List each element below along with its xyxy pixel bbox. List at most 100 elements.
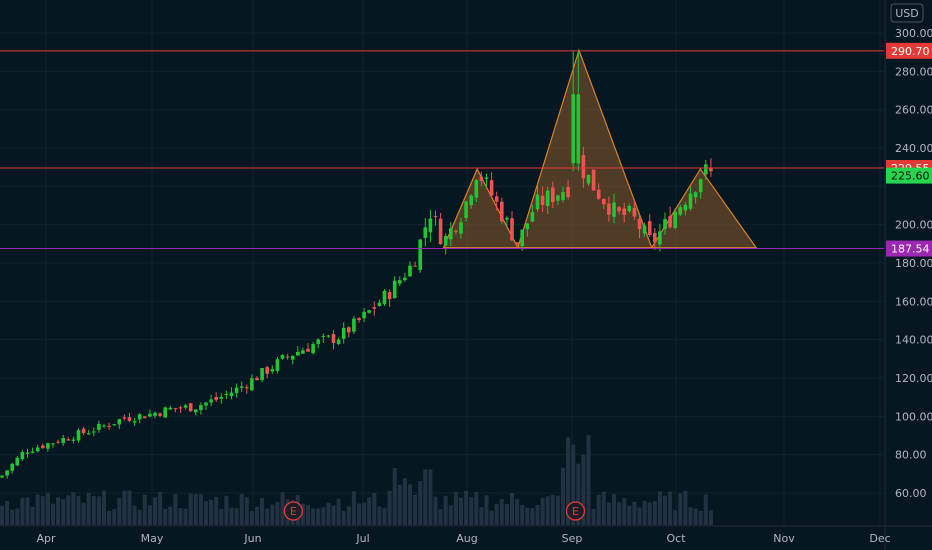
candle[interactable] [602,198,606,210]
candle[interactable] [163,406,167,418]
candle[interactable] [693,191,698,204]
candle[interactable] [663,212,667,235]
candle[interactable] [637,215,642,238]
candle[interactable] [489,172,494,199]
candle[interactable] [239,381,244,392]
candle[interactable] [280,354,285,360]
candle[interactable] [505,215,509,227]
candlesticks[interactable] [0,50,713,479]
candle[interactable] [260,367,264,383]
candle[interactable] [647,214,652,237]
candle[interactable] [367,309,371,314]
candle[interactable] [576,50,581,171]
candle[interactable] [199,402,203,415]
candle[interactable] [137,413,142,424]
candle[interactable] [561,186,565,203]
candle[interactable] [545,186,550,215]
candle[interactable] [290,355,295,365]
candle[interactable] [398,276,402,287]
candle[interactable] [86,429,91,435]
candle[interactable] [591,169,596,191]
candle[interactable] [336,337,341,346]
time-axis[interactable]: Apr May Jun Jul Aug Sep Oct Nov Dec [0,525,932,545]
candle[interactable] [377,299,382,307]
candle[interactable] [188,402,193,412]
candle[interactable] [316,338,320,349]
candle[interactable] [484,173,489,187]
candle[interactable] [275,357,280,374]
candle[interactable] [469,194,473,209]
candle[interactable] [209,394,213,407]
candle[interactable] [112,424,116,427]
earnings-marker[interactable]: E [565,501,586,521]
candle[interactable] [92,427,96,437]
candle[interactable] [683,201,688,216]
candle[interactable] [132,417,137,426]
candle[interactable] [224,390,229,399]
candle[interactable] [347,326,351,338]
candle[interactable] [408,261,412,278]
candle[interactable] [658,223,662,252]
price-axis[interactable]: 60.00 80.00 100.00 120.00 140.00 160.00 180.00… [884,0,932,550]
candle[interactable] [97,420,101,433]
candle[interactable] [449,221,453,247]
currency-badge[interactable]: USD [890,3,924,23]
candle[interactable] [301,347,305,354]
candle[interactable] [341,322,346,344]
candle[interactable] [270,365,275,374]
candle[interactable] [153,411,157,419]
candle[interactable] [418,238,422,273]
candle[interactable] [321,333,326,343]
candle[interactable] [443,233,448,255]
candle[interactable] [20,449,25,462]
candle[interactable] [540,186,545,213]
candle[interactable] [30,447,35,454]
candle[interactable] [459,217,463,239]
candle[interactable] [500,197,504,224]
candle[interactable] [382,289,387,306]
candle[interactable] [127,412,132,423]
candle[interactable] [464,200,468,222]
candle[interactable] [61,434,65,446]
candle[interactable] [178,405,183,414]
candle[interactable] [250,374,254,392]
candle[interactable] [41,443,45,449]
candle[interactable] [35,444,40,453]
candle[interactable] [311,341,315,355]
candle[interactable] [372,301,377,316]
earnings-marker[interactable]: E [283,501,303,521]
candle[interactable] [438,212,443,245]
candle[interactable] [530,204,535,223]
candle[interactable] [10,462,14,474]
candle[interactable] [183,403,188,410]
candle[interactable] [25,448,30,458]
candle[interactable] [107,422,111,430]
candle[interactable] [362,308,366,323]
candle[interactable] [285,353,290,360]
candle[interactable] [229,387,234,400]
candle[interactable] [454,229,458,235]
candle[interactable] [678,204,683,217]
candle[interactable] [571,50,575,171]
candle[interactable] [76,428,81,443]
candle[interactable] [596,183,601,200]
level-tag-resistance-high[interactable] [886,42,932,59]
candle[interactable] [688,186,693,211]
candle[interactable] [56,439,60,444]
candle[interactable] [158,412,162,418]
candle[interactable] [607,196,611,222]
candle[interactable] [617,205,621,215]
candle[interactable] [194,409,198,416]
candle[interactable] [673,208,677,230]
candle[interactable] [168,405,173,410]
candle[interactable] [525,223,530,237]
candle[interactable] [627,203,632,213]
candle[interactable] [428,210,433,243]
candle[interactable] [352,316,356,335]
candle[interactable] [586,174,591,186]
candle[interactable] [245,384,249,394]
candle[interactable] [265,365,269,379]
candle[interactable] [102,423,106,428]
